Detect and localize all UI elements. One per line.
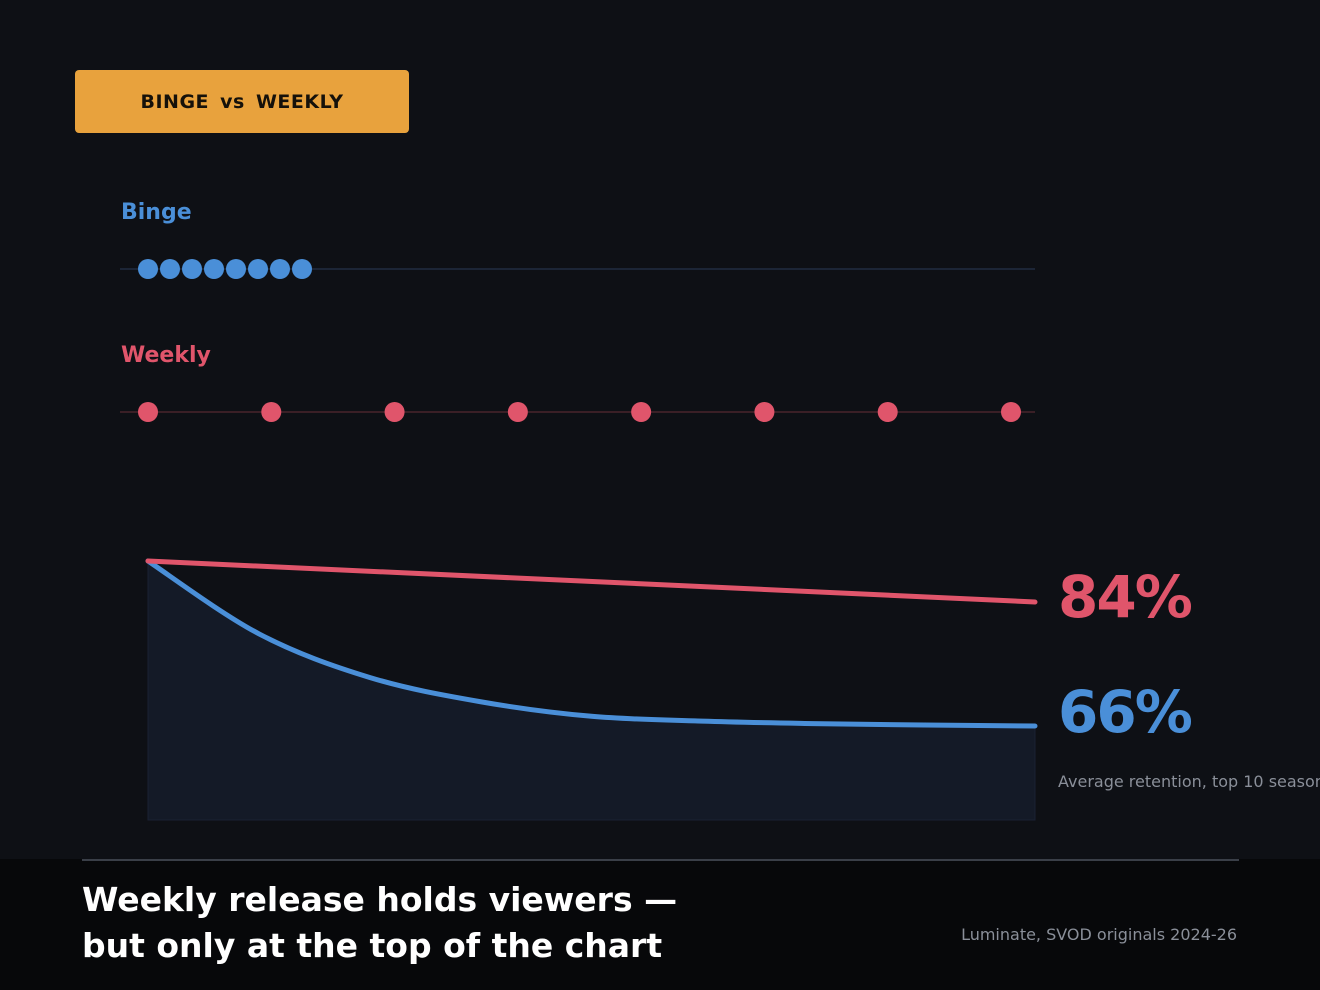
binge-episode-dot bbox=[160, 259, 180, 279]
weekly-episode-dot bbox=[507, 402, 528, 422]
weekly-episode-dot bbox=[261, 402, 282, 422]
binge-retention-area bbox=[147, 560, 1036, 821]
weekly-episode-dot bbox=[1001, 402, 1021, 422]
weekly-episode-dot bbox=[138, 402, 158, 422]
binge-episode-dot bbox=[138, 259, 158, 279]
retention-chart bbox=[120, 259, 1038, 821]
weekly-episode-dot bbox=[754, 402, 775, 422]
weekly-episode-dot bbox=[877, 402, 898, 422]
headline-line-1: Weekly release holds viewers — bbox=[82, 880, 678, 919]
badge-text: BINGE vs WEEKLY bbox=[140, 90, 344, 113]
binge-end-value: 66% bbox=[1058, 678, 1193, 746]
footer bbox=[0, 859, 1320, 990]
title-badge: BINGE vs WEEKLY bbox=[75, 70, 409, 133]
weekly-label: Weekly bbox=[121, 343, 211, 368]
binge-episode-dot bbox=[270, 259, 290, 279]
footer-divider bbox=[82, 859, 1239, 861]
binge-episode-dot bbox=[182, 259, 202, 279]
binge-episode-dot bbox=[204, 259, 224, 279]
weekly-end-value: 84% bbox=[1058, 563, 1193, 631]
binge-episode-dot bbox=[292, 259, 312, 279]
binge-retention-line bbox=[145, 558, 1038, 729]
headline-line-2: but only at the top of the chart bbox=[82, 926, 663, 965]
headline: Weekly release holds viewers — but only … bbox=[82, 877, 702, 969]
binge-label: Binge bbox=[121, 200, 192, 225]
weekly-retention-line bbox=[145, 558, 1038, 605]
source-credit: Luminate, SVOD originals 2024-26 bbox=[961, 925, 1237, 944]
chart-note: Average retention, top 10 seasons bbox=[1058, 772, 1320, 791]
weekly-episode-dot bbox=[631, 402, 652, 422]
binge-episode-dot bbox=[248, 259, 268, 279]
binge-episode-dot bbox=[226, 259, 246, 279]
weekly-episode-dot bbox=[384, 402, 405, 422]
